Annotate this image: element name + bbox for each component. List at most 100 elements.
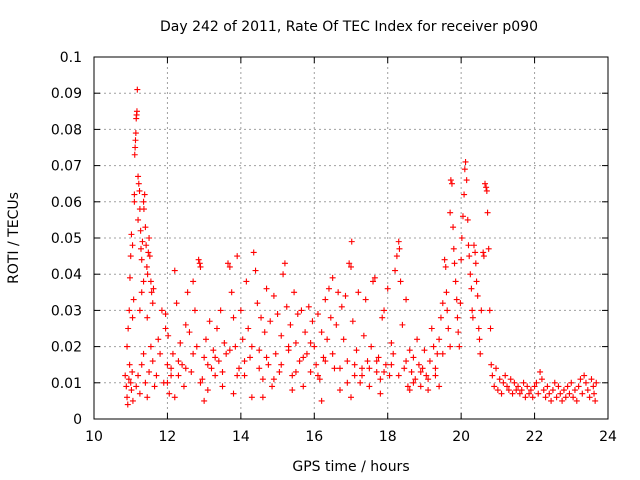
x-tick-label: 18 xyxy=(379,429,397,445)
data-point xyxy=(193,343,200,350)
data-point xyxy=(318,397,325,404)
data-point xyxy=(494,387,501,394)
data-point xyxy=(280,271,287,278)
data-point xyxy=(146,253,153,260)
data-point xyxy=(513,387,520,394)
data-point xyxy=(313,361,320,368)
data-point xyxy=(132,130,139,137)
data-point xyxy=(133,383,140,390)
data-point xyxy=(520,379,527,386)
data-point xyxy=(470,242,477,249)
data-point xyxy=(248,394,255,401)
data-point xyxy=(549,387,556,394)
data-point xyxy=(316,376,323,383)
data-point xyxy=(371,274,378,281)
data-point xyxy=(379,314,386,321)
data-point xyxy=(425,376,432,383)
data-point xyxy=(129,314,136,321)
data-point xyxy=(453,296,460,303)
data-point xyxy=(518,387,525,394)
grid xyxy=(94,57,608,419)
data-point xyxy=(496,376,503,383)
data-point xyxy=(522,394,529,401)
data-point xyxy=(432,365,439,372)
data-point xyxy=(458,256,465,263)
data-point xyxy=(364,358,371,365)
data-point xyxy=(473,278,480,285)
data-point xyxy=(270,292,277,299)
data-point xyxy=(464,216,471,223)
data-point xyxy=(450,224,457,231)
data-point xyxy=(592,397,599,404)
data-point xyxy=(373,368,380,375)
data-point xyxy=(425,387,432,394)
data-point xyxy=(485,245,492,252)
data-point xyxy=(128,387,135,394)
data-point xyxy=(366,365,373,372)
data-point xyxy=(173,300,180,307)
y-tick-label: 0.02 xyxy=(51,340,82,356)
data-point xyxy=(296,358,303,365)
data-point xyxy=(129,397,136,404)
data-point xyxy=(527,387,534,394)
data-point xyxy=(557,390,564,397)
data-point xyxy=(537,368,544,375)
x-tick-label: 10 xyxy=(85,429,103,445)
data-point xyxy=(132,137,139,144)
data-point xyxy=(168,365,175,372)
data-point xyxy=(351,361,358,368)
data-point xyxy=(201,397,208,404)
data-point xyxy=(475,325,482,332)
data-point xyxy=(307,368,314,375)
data-point xyxy=(393,253,400,260)
data-point xyxy=(507,376,514,383)
data-point xyxy=(136,390,143,397)
data-point xyxy=(448,180,455,187)
data-point xyxy=(511,379,518,386)
data-point xyxy=(126,361,133,368)
data-point xyxy=(135,216,142,223)
data-point xyxy=(142,379,149,386)
data-point xyxy=(199,376,206,383)
data-point xyxy=(135,180,142,187)
data-point xyxy=(217,307,224,314)
data-point xyxy=(444,307,451,314)
data-point xyxy=(325,285,332,292)
data-point xyxy=(230,390,237,397)
data-point xyxy=(259,376,266,383)
data-point xyxy=(469,307,476,314)
data-point xyxy=(331,365,338,372)
data-point xyxy=(136,307,143,314)
data-point xyxy=(447,177,454,184)
data-point xyxy=(318,329,325,336)
y-tick-label: 0.08 xyxy=(51,122,82,138)
x-tick-label: 24 xyxy=(599,429,617,445)
y-tick-label: 0.03 xyxy=(51,303,82,319)
data-point xyxy=(368,343,375,350)
data-point xyxy=(540,387,547,394)
y-axis-label: ROTI / TECUs xyxy=(6,192,22,284)
data-point xyxy=(149,358,156,365)
data-point xyxy=(186,329,193,336)
data-point xyxy=(175,358,182,365)
data-point xyxy=(219,368,226,375)
data-point xyxy=(133,108,140,115)
data-point xyxy=(130,296,137,303)
data-point xyxy=(144,271,151,278)
data-point xyxy=(188,368,195,375)
data-point xyxy=(245,325,252,332)
data-point xyxy=(241,372,248,379)
data-point xyxy=(212,372,219,379)
data-point xyxy=(509,390,516,397)
data-point xyxy=(447,343,454,350)
data-point xyxy=(437,314,444,321)
y-tick-label: 0.01 xyxy=(51,376,82,392)
data-point xyxy=(562,394,569,401)
data-point xyxy=(140,350,147,357)
x-tick-label: 16 xyxy=(305,429,323,445)
data-point xyxy=(204,361,211,368)
data-point xyxy=(263,354,270,361)
data-point xyxy=(182,365,189,372)
data-point xyxy=(338,303,345,310)
